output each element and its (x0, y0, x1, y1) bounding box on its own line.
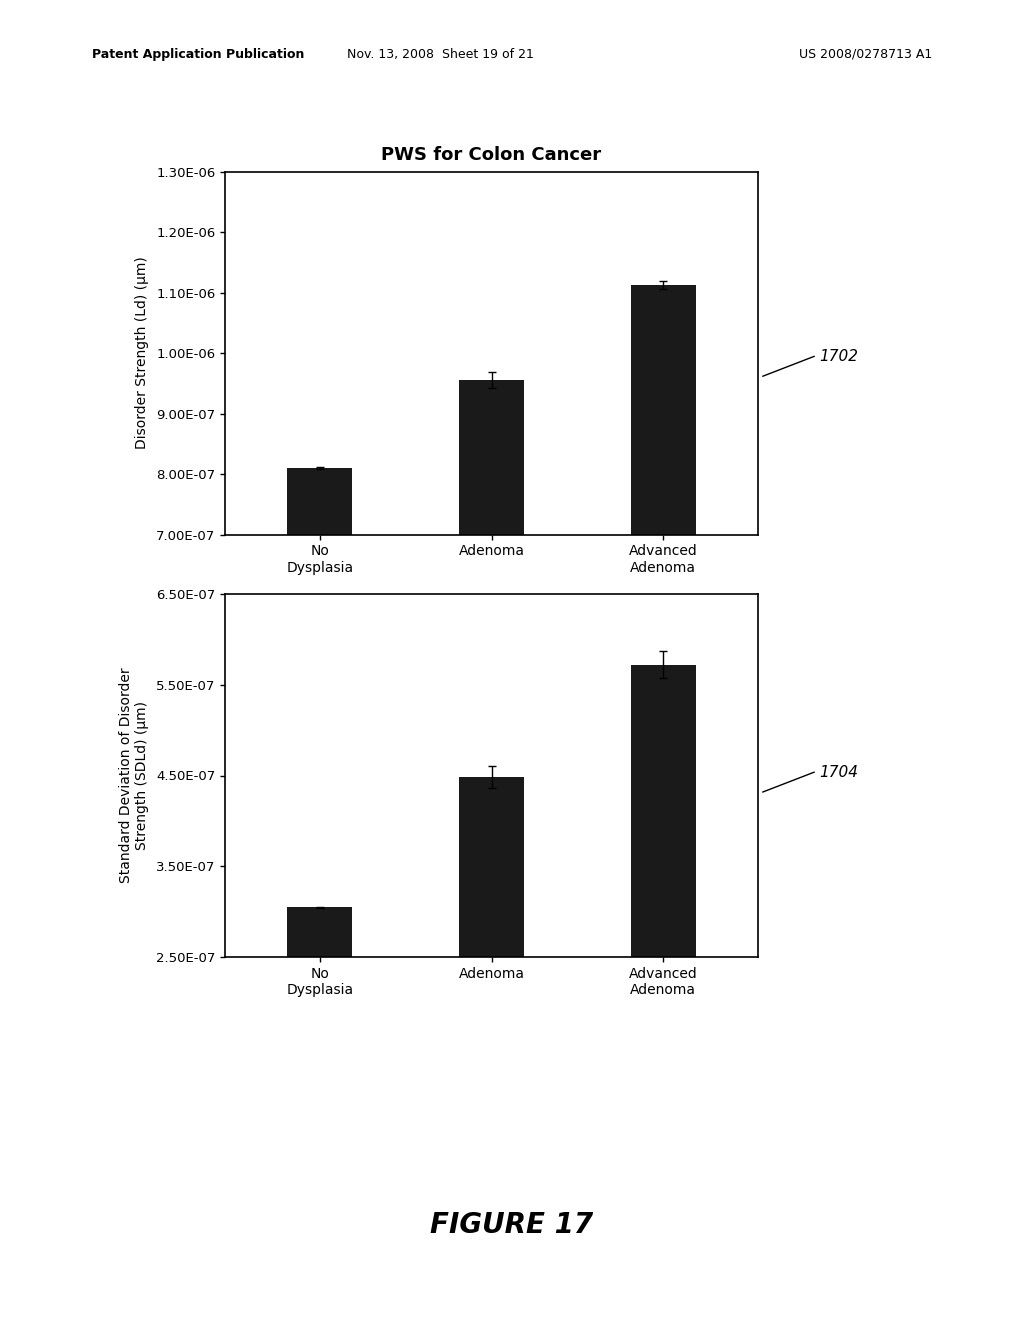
Text: 1704: 1704 (819, 764, 858, 780)
Text: Patent Application Publication: Patent Application Publication (92, 48, 304, 61)
Text: 1702: 1702 (819, 348, 858, 364)
Text: Nov. 13, 2008  Sheet 19 of 21: Nov. 13, 2008 Sheet 19 of 21 (347, 48, 534, 61)
Bar (631, 285, 696, 535)
Text: FIGURE 17: FIGURE 17 (430, 1210, 594, 1239)
Bar (459, 777, 524, 957)
Bar (459, 380, 524, 535)
Title: PWS for Colon Cancer: PWS for Colon Cancer (382, 147, 601, 165)
Bar (631, 665, 696, 957)
Y-axis label: Disorder Strength (Ld) (μm): Disorder Strength (Ld) (μm) (135, 256, 150, 450)
Bar (287, 469, 352, 535)
Text: US 2008/0278713 A1: US 2008/0278713 A1 (799, 48, 932, 61)
Bar (287, 907, 352, 957)
Y-axis label: Standard Deviation of Disorder
Strength (SDLd) (μm): Standard Deviation of Disorder Strength … (119, 668, 150, 883)
